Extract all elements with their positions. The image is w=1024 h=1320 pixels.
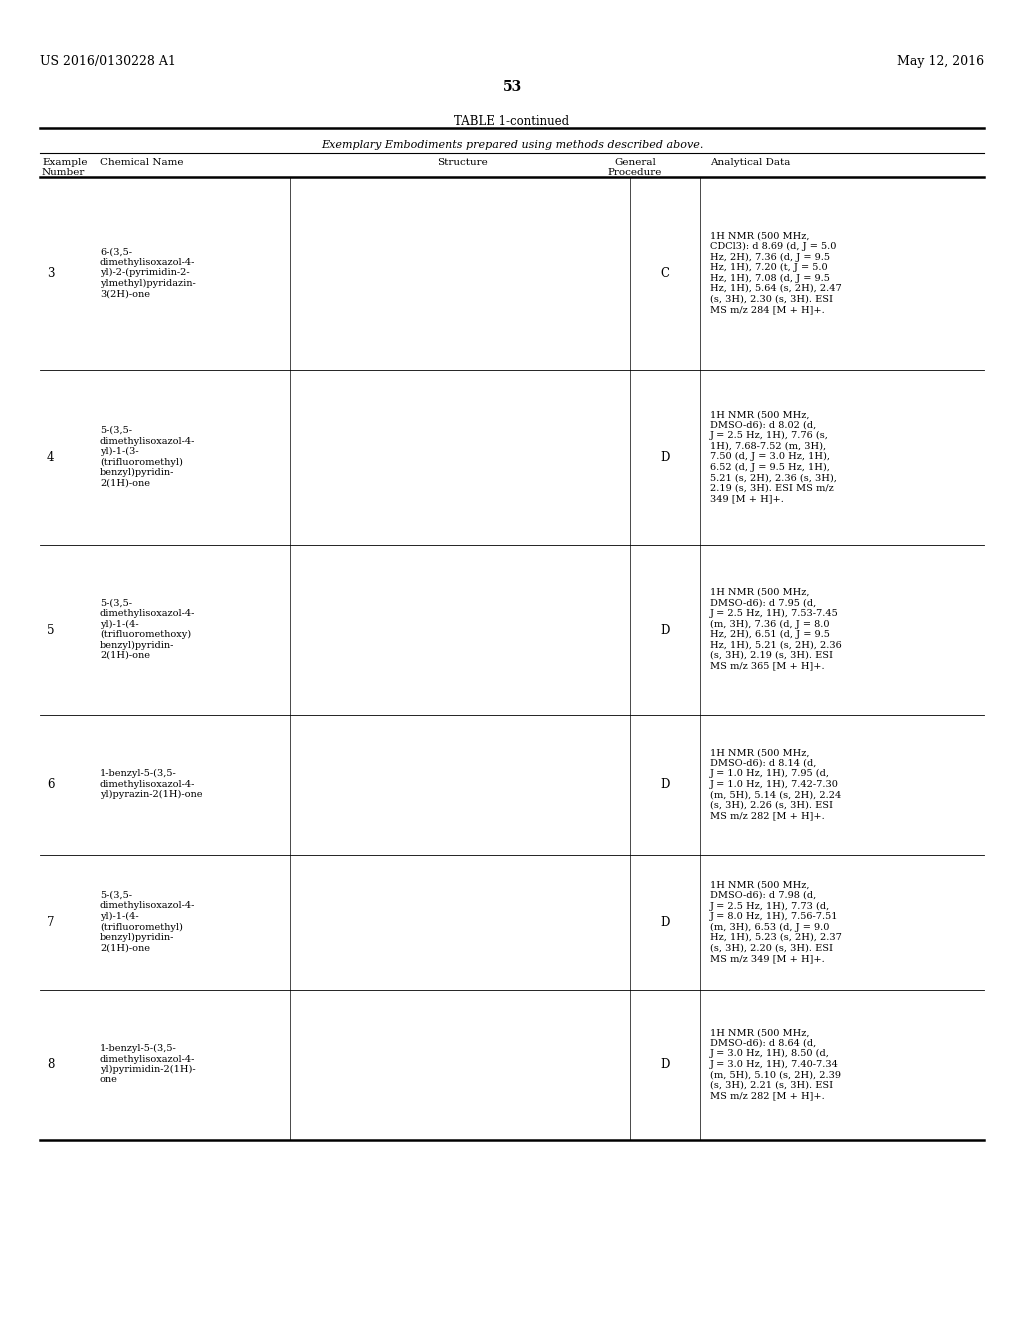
Text: DMSO-d6): d 8.02 (d,: DMSO-d6): d 8.02 (d, [710, 421, 816, 430]
Text: J = 2.5 Hz, 1H), 7.76 (s,: J = 2.5 Hz, 1H), 7.76 (s, [710, 432, 828, 441]
Text: DMSO-d6): d 8.64 (d,: DMSO-d6): d 8.64 (d, [710, 1039, 816, 1048]
Text: MS m/z 284 [M + H]+.: MS m/z 284 [M + H]+. [710, 305, 824, 314]
Text: (s, 3H), 2.20 (s, 3H). ESI: (s, 3H), 2.20 (s, 3H). ESI [710, 944, 833, 953]
Text: yl)pyrimidin-2(1H)-: yl)pyrimidin-2(1H)- [100, 1065, 196, 1074]
Text: 53: 53 [503, 81, 521, 94]
Text: ylmethyl)pyridazin-: ylmethyl)pyridazin- [100, 279, 196, 288]
Text: dimethylisoxazol-4-: dimethylisoxazol-4- [100, 1055, 196, 1064]
Text: 1H NMR (500 MHz,: 1H NMR (500 MHz, [710, 231, 810, 240]
Text: benzyl)pyridin-: benzyl)pyridin- [100, 640, 174, 649]
Text: yl)-1-(3-: yl)-1-(3- [100, 447, 138, 457]
Text: yl)-1-(4-: yl)-1-(4- [100, 619, 138, 628]
Text: 5-(3,5-: 5-(3,5- [100, 598, 132, 607]
Text: 6.52 (d, J = 9.5 Hz, 1H),: 6.52 (d, J = 9.5 Hz, 1H), [710, 463, 829, 471]
Text: (trifluoromethyl): (trifluoromethyl) [100, 923, 183, 932]
Text: Hz, 1H), 7.20 (t, J = 5.0: Hz, 1H), 7.20 (t, J = 5.0 [710, 263, 827, 272]
Text: dimethylisoxazol-4-: dimethylisoxazol-4- [100, 902, 196, 911]
Text: CDCl3): d 8.69 (d, J = 5.0: CDCl3): d 8.69 (d, J = 5.0 [710, 242, 837, 251]
Text: TABLE 1-continued: TABLE 1-continued [455, 115, 569, 128]
Text: (m, 5H), 5.10 (s, 2H), 2.39: (m, 5H), 5.10 (s, 2H), 2.39 [710, 1071, 841, 1080]
Text: MS m/z 282 [M + H]+.: MS m/z 282 [M + H]+. [710, 1092, 824, 1101]
Text: Structure: Structure [436, 158, 487, 168]
Text: one: one [100, 1076, 118, 1085]
Text: Hz, 1H), 5.21 (s, 2H), 2.36: Hz, 1H), 5.21 (s, 2H), 2.36 [710, 640, 842, 649]
Text: D: D [660, 623, 670, 636]
Text: 1-benzyl-5-(3,5-: 1-benzyl-5-(3,5- [100, 1044, 177, 1053]
Text: J = 1.0 Hz, 1H), 7.95 (d,: J = 1.0 Hz, 1H), 7.95 (d, [710, 770, 830, 779]
Text: D: D [660, 779, 670, 792]
Text: (m, 3H), 7.36 (d, J = 8.0: (m, 3H), 7.36 (d, J = 8.0 [710, 619, 829, 628]
Text: D: D [660, 916, 670, 929]
Text: Chemical Name: Chemical Name [100, 158, 183, 168]
Text: May 12, 2016: May 12, 2016 [897, 55, 984, 69]
Text: 5.21 (s, 2H), 2.36 (s, 3H),: 5.21 (s, 2H), 2.36 (s, 3H), [710, 474, 837, 482]
Text: 2(1H)-one: 2(1H)-one [100, 479, 150, 487]
Text: dimethylisoxazol-4-: dimethylisoxazol-4- [100, 609, 196, 618]
Text: D: D [660, 1059, 670, 1072]
Text: 1H NMR (500 MHz,: 1H NMR (500 MHz, [710, 587, 810, 597]
Text: 8: 8 [47, 1059, 54, 1072]
Text: Hz, 2H), 7.36 (d, J = 9.5: Hz, 2H), 7.36 (d, J = 9.5 [710, 252, 830, 261]
Text: DMSO-d6): d 8.14 (d,: DMSO-d6): d 8.14 (d, [710, 759, 816, 768]
Text: Hz, 1H), 5.23 (s, 2H), 2.37: Hz, 1H), 5.23 (s, 2H), 2.37 [710, 933, 842, 942]
Text: Hz, 1H), 5.64 (s, 2H), 2.47: Hz, 1H), 5.64 (s, 2H), 2.47 [710, 284, 842, 293]
Text: dimethylisoxazol-4-: dimethylisoxazol-4- [100, 257, 196, 267]
Text: 2(1H)-one: 2(1H)-one [100, 944, 150, 953]
Text: (s, 3H), 2.21 (s, 3H). ESI: (s, 3H), 2.21 (s, 3H). ESI [710, 1081, 834, 1090]
Text: MS m/z 365 [M + H]+.: MS m/z 365 [M + H]+. [710, 661, 824, 671]
Text: D: D [660, 451, 670, 465]
Text: DMSO-d6): d 7.98 (d,: DMSO-d6): d 7.98 (d, [710, 891, 816, 900]
Text: 3: 3 [47, 267, 54, 280]
Text: benzyl)pyridin-: benzyl)pyridin- [100, 469, 174, 477]
Text: (trifluoromethyl): (trifluoromethyl) [100, 458, 183, 467]
Text: J = 3.0 Hz, 1H), 8.50 (d,: J = 3.0 Hz, 1H), 8.50 (d, [710, 1049, 829, 1059]
Text: 1H NMR (500 MHz,: 1H NMR (500 MHz, [710, 411, 810, 420]
Text: Analytical Data: Analytical Data [710, 158, 791, 168]
Text: dimethylisoxazol-4-: dimethylisoxazol-4- [100, 437, 196, 446]
Text: 3(2H)-one: 3(2H)-one [100, 289, 150, 298]
Text: Hz, 2H), 6.51 (d, J = 9.5: Hz, 2H), 6.51 (d, J = 9.5 [710, 630, 829, 639]
Text: 1H NMR (500 MHz,: 1H NMR (500 MHz, [710, 748, 810, 758]
Text: DMSO-d6): d 7.95 (d,: DMSO-d6): d 7.95 (d, [710, 598, 816, 607]
Text: 6-(3,5-: 6-(3,5- [100, 247, 132, 256]
Text: MS m/z 349 [M + H]+.: MS m/z 349 [M + H]+. [710, 954, 824, 964]
Text: (m, 3H), 6.53 (d, J = 9.0: (m, 3H), 6.53 (d, J = 9.0 [710, 923, 829, 932]
Text: 5-(3,5-: 5-(3,5- [100, 891, 132, 900]
Text: 2.19 (s, 3H). ESI MS m/z: 2.19 (s, 3H). ESI MS m/z [710, 483, 834, 492]
Text: MS m/z 282 [M + H]+.: MS m/z 282 [M + H]+. [710, 812, 824, 820]
Text: dimethylisoxazol-4-: dimethylisoxazol-4- [100, 780, 196, 789]
Text: Exemplary Embodiments prepared using methods described above.: Exemplary Embodiments prepared using met… [321, 140, 703, 150]
Text: yl)pyrazin-2(1H)-one: yl)pyrazin-2(1H)-one [100, 791, 203, 800]
Text: 7: 7 [47, 916, 54, 929]
Text: 4: 4 [47, 451, 54, 465]
Text: 7.50 (d, J = 3.0 Hz, 1H),: 7.50 (d, J = 3.0 Hz, 1H), [710, 453, 830, 462]
Text: 2(1H)-one: 2(1H)-one [100, 651, 150, 660]
Text: J = 2.5 Hz, 1H), 7.53-7.45: J = 2.5 Hz, 1H), 7.53-7.45 [710, 609, 839, 618]
Text: (s, 3H), 2.26 (s, 3H). ESI: (s, 3H), 2.26 (s, 3H). ESI [710, 801, 833, 809]
Text: 1-benzyl-5-(3,5-: 1-benzyl-5-(3,5- [100, 770, 177, 779]
Text: US 2016/0130228 A1: US 2016/0130228 A1 [40, 55, 176, 69]
Text: General
Procedure: General Procedure [608, 158, 663, 177]
Text: (trifluoromethoxy): (trifluoromethoxy) [100, 630, 191, 639]
Text: yl)-1-(4-: yl)-1-(4- [100, 912, 138, 921]
Text: C: C [660, 267, 670, 280]
Text: 6: 6 [47, 779, 54, 792]
Text: J = 2.5 Hz, 1H), 7.73 (d,: J = 2.5 Hz, 1H), 7.73 (d, [710, 902, 830, 911]
Text: J = 1.0 Hz, 1H), 7.42-7.30: J = 1.0 Hz, 1H), 7.42-7.30 [710, 780, 839, 789]
Text: Example
Number: Example Number [42, 158, 87, 177]
Text: yl)-2-(pyrimidin-2-: yl)-2-(pyrimidin-2- [100, 268, 189, 277]
Text: benzyl)pyridin-: benzyl)pyridin- [100, 933, 174, 942]
Text: Hz, 1H), 7.08 (d, J = 9.5: Hz, 1H), 7.08 (d, J = 9.5 [710, 273, 829, 282]
Text: (s, 3H), 2.19 (s, 3H). ESI: (s, 3H), 2.19 (s, 3H). ESI [710, 651, 833, 660]
Text: 1H NMR (500 MHz,: 1H NMR (500 MHz, [710, 1028, 810, 1038]
Text: 349 [M + H]+.: 349 [M + H]+. [710, 494, 784, 503]
Text: 1H), 7.68-7.52 (m, 3H),: 1H), 7.68-7.52 (m, 3H), [710, 442, 826, 450]
Text: (s, 3H), 2.30 (s, 3H). ESI: (s, 3H), 2.30 (s, 3H). ESI [710, 294, 833, 304]
Text: (m, 5H), 5.14 (s, 2H), 2.24: (m, 5H), 5.14 (s, 2H), 2.24 [710, 791, 842, 799]
Text: 5-(3,5-: 5-(3,5- [100, 426, 132, 436]
Text: 1H NMR (500 MHz,: 1H NMR (500 MHz, [710, 880, 810, 890]
Text: 5: 5 [47, 623, 54, 636]
Text: J = 3.0 Hz, 1H), 7.40-7.34: J = 3.0 Hz, 1H), 7.40-7.34 [710, 1060, 839, 1069]
Text: J = 8.0 Hz, 1H), 7.56-7.51: J = 8.0 Hz, 1H), 7.56-7.51 [710, 912, 839, 921]
